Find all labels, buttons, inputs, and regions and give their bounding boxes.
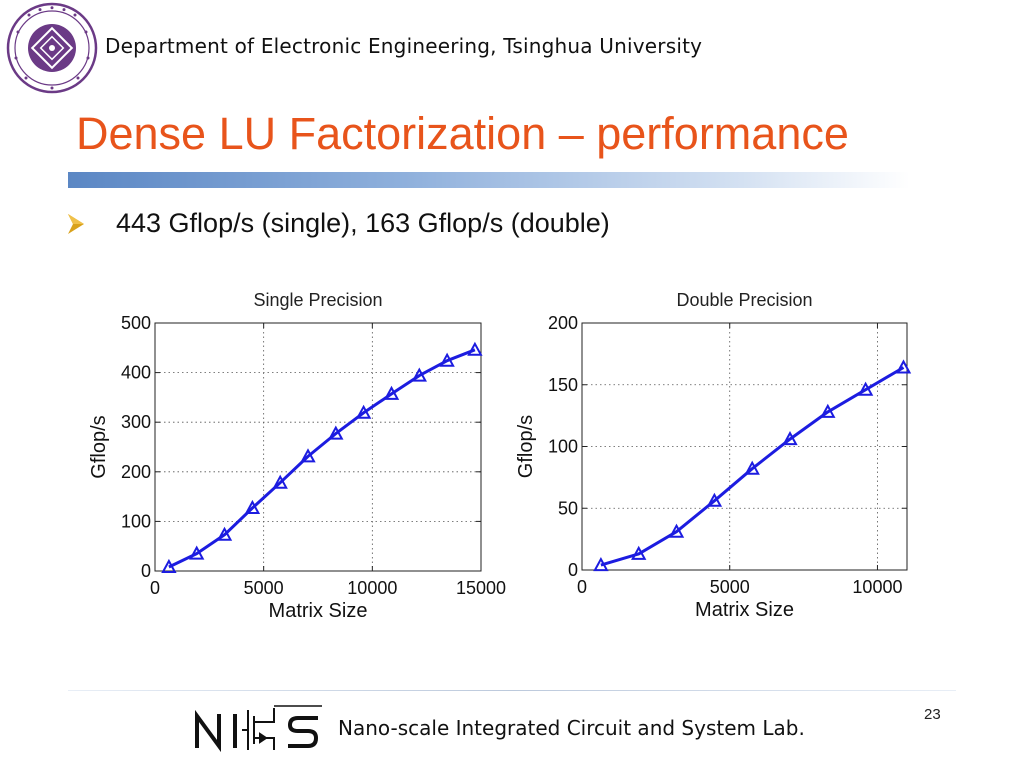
x-tick-label: 0: [577, 577, 587, 597]
chart-1: 0 5000 10000 0 50 100 150 200 Double Precision Ma…: [515, 290, 912, 621]
data-point-marker: [300, 448, 316, 463]
data-point-marker: [244, 499, 261, 514]
y-tick-label: 400: [121, 363, 151, 383]
data-point-marker: [189, 545, 205, 560]
data-point-marker: [467, 341, 483, 356]
y-axis-label: Gflop/s: [88, 415, 110, 478]
university-seal-logo: [6, 2, 98, 94]
data-point-marker: [355, 404, 372, 419]
x-tick-label: 0: [150, 578, 160, 598]
chart-0: 0 5000 10000 15000 0 100 200 300 400 500 Single Pr…: [88, 290, 506, 622]
footer-lab-name: Nano-scale Integrated Circuit and System…: [338, 716, 805, 740]
data-point-marker: [895, 359, 912, 374]
y-tick-label: 100: [121, 511, 151, 531]
footer-divider: [68, 690, 956, 691]
y-axis-label: Gflop/s: [515, 415, 537, 478]
data-point-marker: [782, 431, 798, 446]
data-point-marker: [631, 545, 647, 560]
chart-title: Double Precision: [676, 290, 812, 310]
data-point-marker: [216, 526, 233, 541]
data-point-marker: [593, 557, 609, 572]
x-tick-label: 10000: [852, 577, 902, 597]
data-point-marker: [272, 474, 288, 489]
data-point-marker: [706, 492, 723, 507]
x-axis-label: Matrix Size: [695, 599, 794, 621]
y-tick-label: 200: [548, 313, 578, 333]
slide-title: Dense LU Factorization – performance: [76, 108, 849, 159]
data-point-marker: [328, 425, 344, 440]
y-tick-label: 0: [141, 561, 151, 581]
y-tick-label: 50: [558, 498, 578, 518]
data-point-marker: [744, 460, 760, 475]
nics-lab-logo: [195, 705, 322, 753]
arrow-bullet-icon: [68, 214, 84, 234]
data-point-marker: [161, 558, 177, 573]
x-axis-label: Matrix Size: [269, 600, 368, 622]
data-point-marker: [857, 381, 874, 396]
page-number: 23: [924, 706, 941, 723]
chart-title: Single Precision: [253, 290, 382, 310]
x-tick-label: 15000: [456, 578, 506, 598]
y-tick-label: 200: [121, 462, 151, 482]
y-tick-label: 100: [548, 437, 578, 457]
data-point-marker: [668, 523, 685, 538]
x-tick-label: 5000: [710, 577, 750, 597]
series-line: [600, 366, 905, 567]
y-tick-label: 300: [121, 412, 151, 432]
data-point-marker: [439, 352, 455, 367]
x-tick-label: 10000: [347, 578, 397, 598]
y-tick-label: 0: [568, 560, 578, 580]
x-tick-label: 5000: [244, 578, 284, 598]
department-header: Department of Electronic Engineering, Ts…: [105, 34, 703, 58]
data-point-marker: [820, 403, 836, 418]
y-tick-label: 150: [548, 375, 578, 395]
y-tick-label: 500: [121, 313, 151, 333]
data-point-marker: [411, 367, 427, 382]
title-underline: [68, 172, 910, 188]
data-point-marker: [383, 385, 400, 400]
bullet-text: 443 Gflop/s (single), 163 Gflop/s (doubl…: [116, 208, 610, 238]
